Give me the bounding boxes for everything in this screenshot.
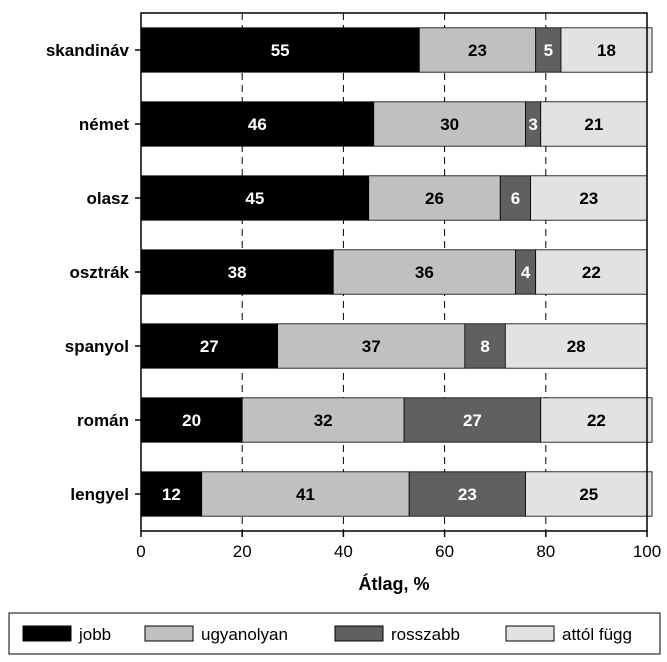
legend-label: ugyanolyan bbox=[201, 625, 288, 644]
data-label: 27 bbox=[200, 337, 219, 356]
legend-swatch bbox=[334, 625, 384, 642]
bar-segment bbox=[530, 175, 648, 221]
bar-segment bbox=[464, 323, 506, 369]
data-label: 20 bbox=[182, 411, 201, 430]
legend-label: jobb bbox=[78, 625, 111, 644]
bar-segment bbox=[560, 27, 653, 73]
bar-segment bbox=[499, 175, 532, 221]
legend: jobb ugyanolyan rosszabb attól függ bbox=[8, 612, 661, 655]
bar-segment bbox=[540, 101, 648, 147]
x-tick-label: 60 bbox=[435, 542, 454, 561]
bar-segment bbox=[535, 27, 562, 73]
data-label: 36 bbox=[415, 263, 434, 282]
data-label: 3 bbox=[528, 115, 537, 134]
bar-segment bbox=[140, 249, 334, 295]
x-tick-labels: 0 20 40 60 80 100 bbox=[136, 542, 661, 561]
data-label: 6 bbox=[511, 189, 520, 208]
category-label: olasz bbox=[86, 189, 129, 208]
data-label: 4 bbox=[521, 263, 531, 282]
bar-segment bbox=[540, 397, 653, 443]
axes bbox=[135, 12, 648, 537]
x-tick-label: 80 bbox=[536, 542, 555, 561]
bar-segment bbox=[408, 471, 526, 517]
bar-segment bbox=[368, 175, 501, 221]
bar-segment bbox=[403, 397, 542, 443]
bar-segment bbox=[504, 323, 648, 369]
data-label: 8 bbox=[480, 337, 489, 356]
data-label: 22 bbox=[587, 411, 606, 430]
data-label: 45 bbox=[245, 189, 264, 208]
category-label: osztrák bbox=[69, 263, 129, 282]
bar-segment bbox=[201, 471, 410, 517]
data-label: 26 bbox=[425, 189, 444, 208]
legend-label: rosszabb bbox=[391, 625, 460, 644]
x-tick-label: 20 bbox=[233, 542, 252, 561]
x-tick-label: 100 bbox=[633, 542, 661, 561]
data-label: 23 bbox=[468, 41, 487, 60]
bar-segment bbox=[525, 471, 653, 517]
data-label: 30 bbox=[440, 115, 459, 134]
data-label: 32 bbox=[314, 411, 333, 430]
data-label: 18 bbox=[597, 41, 616, 60]
data-label: 27 bbox=[463, 411, 482, 430]
data-label: 55 bbox=[271, 41, 290, 60]
data-label: 25 bbox=[579, 485, 598, 504]
x-tick-label: 40 bbox=[334, 542, 353, 561]
bar-segment bbox=[140, 323, 279, 369]
bar-segment bbox=[140, 27, 420, 73]
data-label: 22 bbox=[582, 263, 601, 282]
category-label: német bbox=[79, 115, 129, 134]
bars: 55 23 5 18 46 30 3 21 45 26 6 23 38 36 4 22 27 37 8 28 20 32 2… bbox=[140, 27, 653, 517]
data-label: 23 bbox=[458, 485, 477, 504]
data-label: 5 bbox=[544, 41, 553, 60]
bar-segment bbox=[535, 249, 648, 295]
data-label: 12 bbox=[162, 485, 181, 504]
data-label: 23 bbox=[579, 189, 598, 208]
data-label: 21 bbox=[584, 115, 603, 134]
legend-swatch bbox=[144, 625, 194, 642]
x-axis-title: Átlag, % bbox=[358, 573, 429, 594]
category-label: lengyel bbox=[70, 485, 129, 504]
x-tick-label: 0 bbox=[136, 542, 145, 561]
category-label: román bbox=[77, 411, 129, 430]
bar-segment bbox=[418, 27, 537, 73]
bar-segment bbox=[140, 175, 370, 221]
data-label: 38 bbox=[228, 263, 247, 282]
data-label: 37 bbox=[362, 337, 381, 356]
bar-segment bbox=[140, 101, 375, 147]
data-label: 41 bbox=[296, 485, 315, 504]
bar-segment bbox=[241, 397, 405, 443]
data-label: 46 bbox=[248, 115, 267, 134]
legend-swatch bbox=[22, 625, 72, 642]
legend-swatch bbox=[505, 625, 555, 642]
bar-segment bbox=[332, 249, 516, 295]
legend-label: attól függ bbox=[562, 625, 632, 644]
category-label: skandináv bbox=[46, 41, 130, 60]
category-label: spanyol bbox=[65, 337, 129, 356]
category-labels: skandináv német olasz osztrák spanyol román le… bbox=[46, 41, 130, 504]
data-label: 28 bbox=[567, 337, 586, 356]
